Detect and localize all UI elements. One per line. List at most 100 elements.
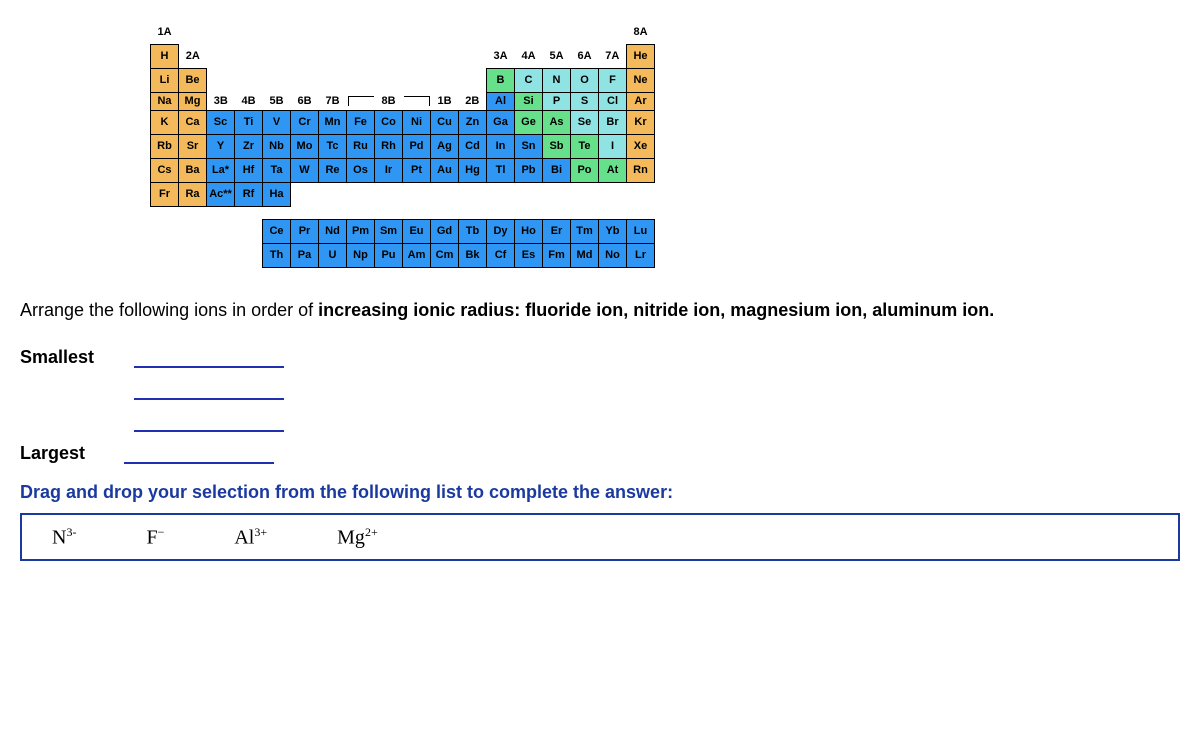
choice-al3plus[interactable]: Al3+ — [214, 521, 287, 554]
element-cell: Tl — [487, 158, 515, 182]
element-cell: Ru — [347, 134, 375, 158]
element-cell: Ar — [627, 92, 655, 110]
element-cell: Po — [571, 158, 599, 182]
element-cell: Pa — [291, 243, 319, 267]
group-label — [235, 20, 263, 44]
drop-slot-3[interactable] — [134, 406, 284, 432]
element-cell: Ag — [431, 134, 459, 158]
element-cell: Nd — [319, 219, 347, 243]
group-label — [347, 182, 375, 206]
group-label — [263, 68, 291, 92]
element-cell: Cu — [431, 110, 459, 134]
group-label — [431, 20, 459, 44]
group-label — [459, 182, 487, 206]
element-cell: Rh — [375, 134, 403, 158]
element-cell: Na — [151, 92, 179, 110]
element-cell: Nb — [263, 134, 291, 158]
choice-mg2plus[interactable]: Mg2+ — [317, 521, 398, 554]
group-label — [403, 20, 431, 44]
drop-slot-2[interactable] — [134, 374, 284, 400]
element-cell: Zn — [459, 110, 487, 134]
label-smallest: Smallest — [20, 347, 130, 368]
element-cell: Md — [571, 243, 599, 267]
element-cell: Ga — [487, 110, 515, 134]
element-cell: Cd — [459, 134, 487, 158]
group-label: 5B — [263, 92, 291, 110]
element-cell: Sm — [375, 219, 403, 243]
group-label: 3A — [487, 44, 515, 68]
periodic-table: 1A8AH2A3A4A5A6A7AHeLiBeBCNOFNeNaMg3B4B5B… — [150, 20, 690, 268]
element-cell: Pt — [403, 158, 431, 182]
element-cell: Ta — [263, 158, 291, 182]
group-label — [515, 20, 543, 44]
group-label: 5A — [543, 44, 571, 68]
element-cell: He — [627, 44, 655, 68]
group-label — [627, 182, 655, 206]
element-cell: Mg — [179, 92, 207, 110]
element-cell: Xe — [627, 134, 655, 158]
group-label — [319, 68, 347, 92]
element-cell: Tb — [459, 219, 487, 243]
choice-n3minus[interactable]: N3- — [32, 521, 96, 554]
element-cell: Ge — [515, 110, 543, 134]
group-label — [319, 44, 347, 68]
element-cell: Ba — [179, 158, 207, 182]
group-label — [375, 68, 403, 92]
element-cell: Cs — [151, 158, 179, 182]
element-cell: Tm — [571, 219, 599, 243]
element-cell: C — [515, 68, 543, 92]
drop-slot-1[interactable] — [134, 342, 284, 368]
question-text: Arrange the following ions in order of i… — [20, 298, 1180, 322]
element-cell: W — [291, 158, 319, 182]
element-cell: I — [599, 134, 627, 158]
group-label: 1A — [151, 20, 179, 44]
element-cell: Al — [487, 92, 515, 110]
group-label — [431, 44, 459, 68]
element-cell: S — [571, 92, 599, 110]
group-label: 7B — [319, 92, 347, 110]
element-cell: Pd — [403, 134, 431, 158]
element-cell: Mo — [291, 134, 319, 158]
element-cell: Np — [347, 243, 375, 267]
element-cell: H — [151, 44, 179, 68]
element-cell: Ni — [403, 110, 431, 134]
choice-fminus[interactable]: F− — [126, 521, 184, 554]
element-cell: In — [487, 134, 515, 158]
group-label — [291, 44, 319, 68]
group-label: 3B — [207, 92, 235, 110]
element-cell: V — [263, 110, 291, 134]
element-cell: Th — [263, 243, 291, 267]
group-label — [487, 20, 515, 44]
element-cell: Ha — [263, 182, 291, 206]
group-label — [459, 68, 487, 92]
question-bold: increasing ionic radius: fluoride ion, n… — [318, 300, 994, 320]
question-prefix: Arrange the following ions in order of — [20, 300, 318, 320]
group-label — [571, 20, 599, 44]
group-label — [291, 182, 319, 206]
element-cell: Lr — [627, 243, 655, 267]
group-label — [403, 92, 431, 110]
element-cell: Pm — [347, 219, 375, 243]
group-label — [291, 20, 319, 44]
element-cell: Am — [403, 243, 431, 267]
group-label: 8B — [375, 92, 403, 110]
element-cell: Ti — [235, 110, 263, 134]
group-label — [515, 182, 543, 206]
element-cell: Dy — [487, 219, 515, 243]
element-cell: Ce — [263, 219, 291, 243]
label-largest: Largest — [20, 443, 120, 464]
group-label — [291, 68, 319, 92]
group-label: 1B — [431, 92, 459, 110]
group-label — [375, 44, 403, 68]
group-label — [599, 20, 627, 44]
element-cell: Pb — [515, 158, 543, 182]
group-label — [375, 20, 403, 44]
drop-slot-4[interactable] — [124, 438, 274, 464]
element-cell: Si — [515, 92, 543, 110]
element-cell: Ir — [375, 158, 403, 182]
element-cell: K — [151, 110, 179, 134]
element-cell: Bi — [543, 158, 571, 182]
element-cell: Bk — [459, 243, 487, 267]
element-cell: Fe — [347, 110, 375, 134]
element-cell: Sr — [179, 134, 207, 158]
